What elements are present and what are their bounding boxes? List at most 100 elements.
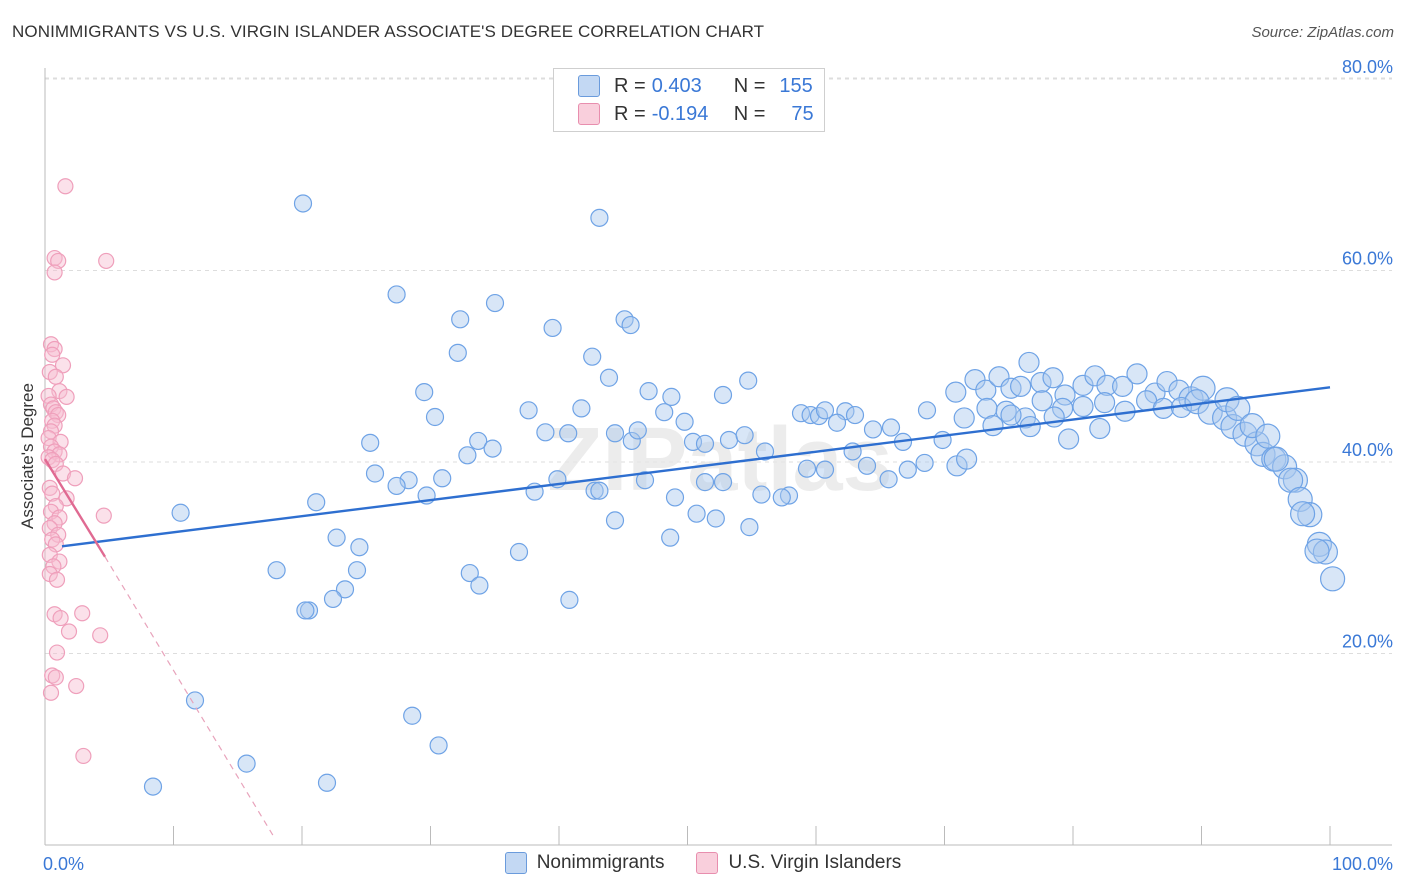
data-point-nonimmigrants — [1239, 413, 1265, 439]
data-point-virgin-islanders — [54, 465, 72, 482]
data-point-virgin-islanders — [58, 388, 75, 405]
data-point-nonimmigrants — [752, 485, 771, 504]
data-point-nonimmigrants — [1289, 501, 1316, 527]
data-point-nonimmigrants — [635, 471, 655, 490]
correlation-legend: R = 0.403 N = 155 R = -0.194 N = 75 — [553, 68, 825, 132]
data-point-virgin-islanders — [75, 747, 92, 765]
legend-swatch-blue — [578, 75, 600, 97]
data-point-virgin-islanders — [44, 346, 61, 363]
data-point-nonimmigrants — [415, 383, 434, 402]
data-point-nonimmigrants — [605, 511, 625, 530]
data-point-nonimmigrants — [661, 528, 680, 547]
y-axis-label: Associate's Degree — [18, 383, 37, 529]
data-point-nonimmigrants — [955, 448, 978, 470]
data-point-nonimmigrants — [536, 423, 555, 442]
data-point-nonimmigrants — [335, 580, 355, 599]
data-point-nonimmigrants — [628, 421, 647, 440]
data-point-nonimmigrants — [267, 561, 286, 580]
data-point-nonimmigrants — [469, 431, 488, 451]
data-point-virgin-islanders — [57, 178, 74, 195]
data-point-virgin-islanders — [66, 470, 84, 487]
data-point-nonimmigrants — [470, 576, 489, 595]
trend-line — [61, 386, 1331, 548]
data-point-nonimmigrants — [1030, 371, 1052, 394]
legend-swatch-pink — [696, 852, 719, 874]
data-point-nonimmigrants — [559, 424, 578, 443]
data-point-nonimmigrants — [719, 430, 739, 450]
data-point-nonimmigrants — [403, 706, 422, 725]
data-point-nonimmigrants — [779, 486, 799, 505]
data-point-nonimmigrants — [639, 382, 658, 401]
data-point-nonimmigrants — [350, 538, 369, 557]
data-point-nonimmigrants — [387, 476, 406, 496]
data-point-nonimmigrants — [815, 460, 835, 479]
data-point-nonimmigrants — [662, 387, 681, 406]
y-tick-label: 80.0% — [1342, 57, 1393, 77]
data-point-nonimmigrants — [323, 589, 343, 609]
data-point-nonimmigrants — [735, 426, 754, 445]
data-point-virgin-islanders — [47, 368, 64, 385]
data-point-nonimmigrants — [898, 460, 917, 479]
data-point-nonimmigrants — [572, 399, 591, 418]
legend-swatch-pink — [578, 103, 600, 125]
data-point-nonimmigrants — [975, 379, 997, 401]
data-point-nonimmigrants — [815, 401, 835, 420]
series-legend: Nonimmigrants U.S. Virgin Islanders — [0, 852, 1406, 874]
data-point-nonimmigrants — [1042, 367, 1064, 389]
data-point-nonimmigrants — [347, 561, 367, 580]
data-point-nonimmigrants — [560, 590, 579, 609]
data-point-virgin-islanders — [60, 623, 78, 640]
data-point-nonimmigrants — [448, 343, 467, 362]
data-point-nonimmigrants — [605, 424, 625, 443]
data-point-nonimmigrants — [713, 385, 733, 405]
data-point-nonimmigrants — [361, 433, 380, 452]
data-point-nonimmigrants — [327, 528, 346, 547]
data-point-nonimmigrants — [1304, 538, 1330, 564]
data-point-nonimmigrants — [143, 777, 163, 796]
data-point-nonimmigrants — [237, 754, 256, 773]
data-point-nonimmigrants — [739, 371, 758, 390]
data-point-nonimmigrants — [755, 442, 775, 461]
data-point-nonimmigrants — [740, 518, 759, 537]
data-point-nonimmigrants — [879, 470, 898, 489]
data-point-nonimmigrants — [583, 347, 602, 366]
data-point-virgin-islanders — [54, 357, 72, 374]
data-point-nonimmigrants — [483, 439, 502, 458]
data-point-nonimmigrants — [797, 459, 817, 478]
data-point-nonimmigrants — [1255, 423, 1281, 449]
data-point-nonimmigrants — [485, 293, 505, 313]
data-point-nonimmigrants — [1271, 454, 1298, 480]
data-point-virgin-islanders — [74, 605, 91, 622]
data-point-virgin-islanders — [47, 404, 64, 421]
data-point-nonimmigrants — [590, 481, 609, 500]
legend-item-virgin-islanders[interactable]: U.S. Virgin Islanders — [696, 852, 901, 874]
data-point-nonimmigrants — [655, 403, 674, 422]
data-point-nonimmigrants — [1225, 395, 1251, 421]
watermark: ZIPatlas — [547, 410, 892, 510]
data-point-virgin-islanders — [95, 507, 112, 524]
data-point-nonimmigrants — [1190, 375, 1216, 401]
data-point-nonimmigrants — [1018, 351, 1040, 374]
x-tick-label: 100.0% — [1332, 854, 1393, 874]
n-value: 155 — [779, 74, 813, 97]
x-tick-label: 0.0% — [43, 854, 84, 874]
data-point-nonimmigrants — [917, 401, 937, 420]
data-point-nonimmigrants — [1093, 392, 1116, 414]
data-point-nonimmigrants — [982, 415, 1004, 437]
data-point-nonimmigrants — [845, 405, 865, 425]
data-point-nonimmigrants — [1000, 404, 1022, 426]
data-point-nonimmigrants — [399, 471, 418, 490]
legend-item-nonimmigrants[interactable]: Nonimmigrants — [504, 852, 664, 874]
data-point-nonimmigrants — [622, 431, 641, 451]
data-point-nonimmigrants — [433, 469, 452, 488]
data-point-nonimmigrants — [365, 464, 385, 483]
data-point-virgin-islanders — [48, 571, 66, 588]
data-point-nonimmigrants — [590, 208, 609, 227]
data-point-nonimmigrants — [171, 503, 190, 522]
data-point-nonimmigrants — [1126, 363, 1148, 385]
data-point-nonimmigrants — [1031, 390, 1053, 412]
legend-row-nonimmigrants: R = 0.403 N = 155 — [578, 73, 813, 99]
data-point-nonimmigrants — [857, 456, 877, 475]
legend-swatch-blue — [504, 852, 527, 874]
